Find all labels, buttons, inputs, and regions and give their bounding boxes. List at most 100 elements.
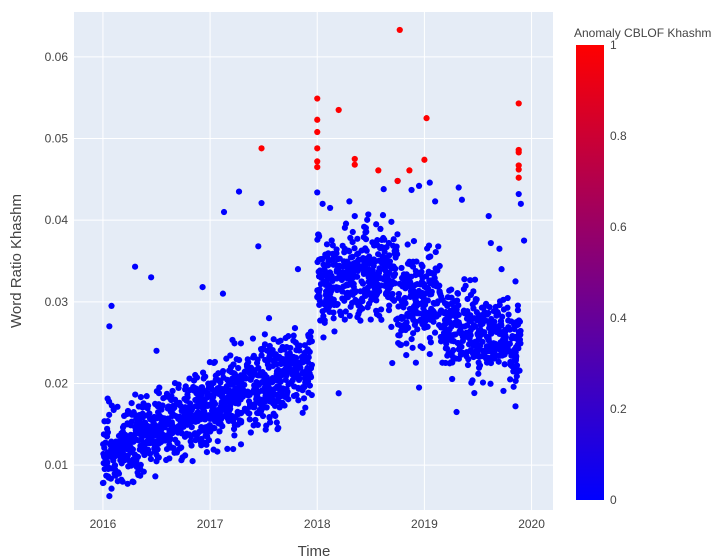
data-point: [520, 237, 528, 244]
data-point: [326, 291, 333, 298]
y-axis-ticks: 0.01 0.02 0.03 0.04 0.05 0.06: [45, 50, 69, 472]
data-point: [144, 405, 151, 412]
data-point: [517, 327, 524, 335]
data-point: [216, 428, 223, 435]
data-point: [316, 293, 323, 300]
data-point: [355, 310, 362, 318]
data-point: [247, 376, 254, 383]
data-point: [189, 458, 196, 465]
data-point: [273, 368, 281, 375]
data-point: [263, 347, 271, 354]
data-point: [444, 332, 451, 340]
data-point: [252, 416, 259, 424]
data-point: [478, 331, 486, 338]
data-point: [398, 264, 405, 272]
data-point: [187, 400, 194, 407]
data-point: [147, 455, 155, 463]
data-point: [110, 457, 117, 464]
data-point: [210, 399, 218, 406]
data-point: [414, 301, 421, 308]
data-point: [130, 409, 137, 416]
data-point: [139, 441, 146, 448]
data-point: [421, 290, 429, 297]
data-point: [471, 338, 479, 346]
data-point: [188, 406, 196, 413]
data-point: [445, 350, 452, 357]
data-point: [275, 338, 282, 345]
anomaly-point: [406, 167, 413, 174]
data-point: [488, 330, 495, 337]
data-point: [340, 283, 347, 290]
data-point: [120, 422, 127, 429]
data-point: [270, 336, 277, 343]
data-point: [467, 339, 474, 347]
data-point: [386, 302, 393, 309]
data-point: [198, 391, 205, 398]
data-point: [137, 419, 144, 426]
data-point: [166, 455, 173, 462]
data-point: [471, 315, 478, 322]
data-point: [294, 266, 302, 273]
data-points: [99, 26, 528, 500]
data-point: [137, 423, 144, 431]
data-point: [148, 274, 155, 281]
y-tick-label: 0.02: [45, 376, 69, 390]
data-point: [305, 389, 312, 396]
data-point: [491, 318, 498, 325]
data-point: [390, 236, 397, 243]
data-point: [111, 451, 118, 458]
data-point: [187, 438, 194, 445]
anomaly-point: [314, 116, 321, 123]
data-point: [444, 302, 451, 309]
data-point: [375, 269, 383, 276]
data-point: [349, 268, 356, 275]
data-point: [208, 407, 216, 415]
data-point: [339, 295, 346, 302]
data-point: [192, 385, 199, 392]
data-point: [486, 348, 493, 355]
data-point: [192, 396, 199, 404]
anomaly-point: [515, 166, 522, 173]
data-point: [272, 384, 279, 392]
data-point: [121, 432, 129, 440]
data-point: [449, 359, 456, 366]
data-point: [282, 360, 289, 367]
data-point: [215, 417, 222, 424]
data-point: [316, 267, 324, 274]
data-point: [487, 380, 494, 387]
data-point: [207, 393, 215, 401]
data-point: [421, 295, 428, 302]
data-point: [426, 277, 433, 284]
data-point: [413, 258, 420, 265]
data-point: [404, 273, 412, 280]
data-point: [388, 281, 395, 288]
data-point: [442, 345, 449, 352]
data-point: [186, 417, 193, 424]
data-point: [512, 278, 519, 285]
data-point: [403, 319, 410, 326]
data-point: [483, 359, 491, 366]
data-point: [199, 284, 206, 291]
data-point: [339, 242, 346, 249]
data-point: [232, 414, 239, 421]
data-point: [101, 444, 108, 452]
anomaly-point: [314, 128, 321, 136]
data-point: [304, 364, 311, 372]
data-point: [290, 332, 297, 339]
data-point: [229, 336, 236, 344]
data-point: [407, 284, 415, 291]
data-point: [154, 403, 161, 410]
data-point: [345, 247, 352, 254]
data-point: [267, 419, 274, 426]
data-point: [335, 284, 342, 291]
data-point: [315, 231, 322, 238]
data-point: [384, 257, 391, 265]
data-point: [334, 263, 342, 270]
data-point: [320, 313, 327, 320]
data-point: [265, 315, 273, 322]
data-point: [380, 186, 387, 193]
data-point: [338, 273, 345, 280]
anomaly-point: [314, 95, 321, 102]
data-point: [243, 363, 251, 370]
data-point: [237, 340, 245, 347]
